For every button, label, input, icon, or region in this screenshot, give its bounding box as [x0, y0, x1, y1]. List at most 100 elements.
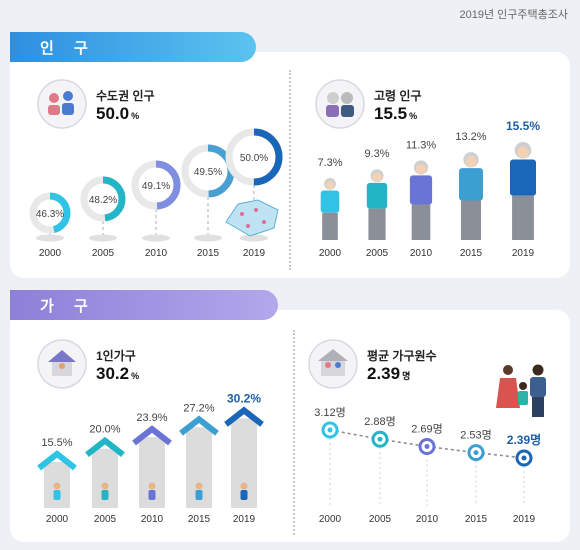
donut-base: [142, 234, 170, 242]
elder-year-2015: 2015: [460, 248, 483, 259]
house-label-2005: 20.0%: [89, 424, 120, 436]
hhsize-headline-unit: 명: [402, 370, 410, 381]
elder-skirt-2019: [512, 195, 534, 240]
donut-arc-2019: [225, 128, 283, 186]
map-dot: [246, 224, 250, 228]
house-roof-2000: [37, 450, 77, 471]
grandpa-head-icon: [341, 92, 353, 104]
house-label-2010: 23.9%: [136, 412, 167, 424]
family-member-icon: [325, 362, 331, 368]
line-label-2010: 2.69명: [411, 422, 443, 435]
house-person-head-2019: [240, 482, 248, 490]
donut-label-2005: 48.2%: [89, 195, 117, 206]
elder-face-2019: [517, 146, 529, 159]
donut-arc-2000: [29, 192, 71, 234]
house-person-body-2005: [101, 490, 109, 500]
line-year-2015: 2015: [465, 514, 488, 525]
line-year-2010: 2010: [416, 514, 439, 525]
elder-year-2005: 2005: [366, 248, 389, 259]
elder-face-2015: [465, 156, 477, 168]
house-person-body-2019: [240, 490, 248, 500]
person-body-icon: [48, 105, 60, 115]
elderly-title: 고령 인구: [374, 88, 422, 103]
household-section-tab: 가 구: [10, 290, 278, 320]
line-label-2019: 2.39명: [507, 433, 541, 447]
family-mother-head: [503, 365, 513, 375]
metro-title: 수도권 인구: [96, 88, 155, 103]
donut-year-2015: 2015: [197, 248, 220, 259]
elder-skirt-2000: [322, 212, 338, 240]
person-head-icon: [63, 91, 73, 101]
donut-arc-2005: [80, 176, 126, 222]
family-father-legs: [532, 397, 544, 417]
elder-label-2015: 13.2%: [455, 131, 486, 143]
line-year-2000: 2000: [319, 514, 342, 525]
house-label-2019: 30.2%: [227, 391, 261, 405]
donut-label-2010: 49.1%: [142, 181, 170, 192]
single-title: 1인가구: [96, 348, 136, 363]
person-body-icon: [62, 103, 74, 115]
house-year-2010: 2010: [141, 514, 164, 525]
donut-arc-2010: [131, 160, 181, 210]
elder-face-2000: [325, 181, 335, 190]
line-year-2019: 2019: [513, 514, 536, 525]
family-house-roof-icon: [318, 349, 348, 361]
metro-icon-circle: [37, 79, 87, 129]
family-father-body: [530, 377, 546, 397]
house-roof-2019: [224, 406, 264, 427]
elder-year-2000: 2000: [319, 248, 342, 259]
line-point-core-2010: [424, 443, 430, 449]
elder-torso-2015: [459, 168, 483, 201]
elder-torso-2005: [366, 182, 388, 209]
donut-year-2019: 2019: [243, 248, 266, 259]
family-mother-dress: [496, 378, 520, 408]
family-member-icon: [335, 362, 341, 368]
donut-year-2005: 2005: [92, 248, 115, 259]
house-year-2019: 2019: [233, 514, 256, 525]
donut-year-2010: 2010: [145, 248, 168, 259]
donut-base: [89, 234, 117, 242]
house-person-head-2005: [101, 482, 109, 490]
map-dot: [262, 220, 266, 224]
map-dot: [254, 208, 258, 212]
donut-label-2000: 46.3%: [36, 209, 64, 220]
house-year-2015: 2015: [188, 514, 211, 525]
elderly-headline-value: 15.5: [374, 104, 407, 123]
line-year-2005: 2005: [369, 514, 392, 525]
family-father-head: [532, 364, 544, 376]
elder-skirt-2010: [411, 204, 431, 240]
elder-torso-2019: [510, 159, 536, 196]
donut-base: [240, 234, 268, 242]
donut-label-2019: 50.0%: [240, 153, 268, 164]
metro-headline-value: 50.0: [96, 104, 129, 123]
donut-label-2015: 49.5%: [194, 167, 222, 178]
donut-year-2000: 2000: [39, 248, 62, 259]
house-person-head-2010: [148, 482, 156, 490]
line-label-2015: 2.53명: [460, 429, 492, 442]
house-year-2005: 2005: [94, 514, 117, 525]
elder-label-2019: 15.5%: [506, 119, 540, 133]
elder-skirt-2005: [368, 208, 386, 240]
elderly-headline-unit: %: [409, 111, 417, 121]
person-head-icon: [49, 93, 59, 103]
line-point-core-2015: [473, 450, 479, 456]
elder-year-2019: 2019: [512, 248, 535, 259]
population-section-tab: 인 구: [10, 32, 256, 62]
donut-base: [36, 234, 64, 242]
house-label-2000: 15.5%: [41, 437, 72, 449]
elder-skirt-2015: [460, 200, 482, 240]
grandma-body-icon: [326, 105, 339, 117]
house-roof-2010: [132, 425, 172, 446]
single-headline-unit: %: [131, 371, 139, 381]
family-child-head: [519, 382, 527, 390]
house-person-head-2015: [195, 482, 203, 490]
elder-face-2005: [372, 172, 382, 183]
line-point-core-2005: [377, 436, 383, 442]
house-person-icon: [59, 363, 65, 369]
single-headline-value: 30.2: [96, 364, 129, 383]
hhsize-headline-value: 2.39: [367, 364, 400, 383]
elder-torso-2000: [320, 190, 340, 213]
elder-label-2000: 7.3%: [317, 157, 342, 169]
family-child-body: [518, 391, 528, 405]
house-roof-icon: [48, 350, 76, 362]
